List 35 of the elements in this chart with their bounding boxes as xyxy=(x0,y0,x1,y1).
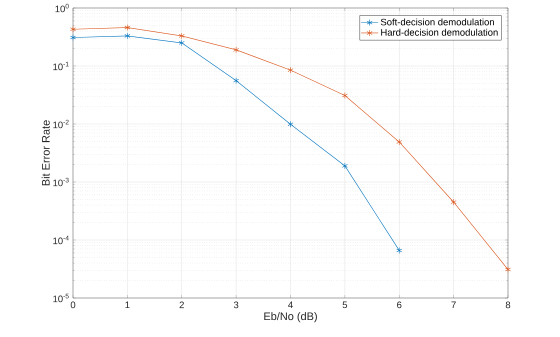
y-tick-label: 10$^{-4}$ xyxy=(53,236,69,244)
x-tick-label: 3 xyxy=(234,302,238,308)
y-tick-label: 10$^{-5}$ xyxy=(53,294,69,302)
point xyxy=(342,92,348,99)
legend-label: Hard-decision demodulation xyxy=(381,28,498,36)
point xyxy=(233,77,240,84)
point xyxy=(233,46,240,54)
point xyxy=(70,26,76,33)
x-tick-label: 0 xyxy=(70,302,76,308)
x-tick-label: 2 xyxy=(180,302,184,308)
point xyxy=(396,247,402,254)
point xyxy=(342,162,348,170)
x-tick-label: 1 xyxy=(125,302,130,308)
point xyxy=(178,32,185,40)
x-tick-label: 8 xyxy=(506,302,510,308)
y-tick-label: 10$^{0}$ xyxy=(55,4,69,12)
point xyxy=(288,66,294,74)
point xyxy=(288,120,294,128)
y-tick-label: 10$^{-3}$ xyxy=(53,178,69,186)
y-tick-label: 10$^{-2}$ xyxy=(53,120,69,128)
point xyxy=(450,198,457,206)
y-tick-label: 10$^{-1}$ xyxy=(53,62,69,70)
x-tick-label: 7 xyxy=(451,302,456,308)
x-tick-label: 5 xyxy=(342,302,348,308)
x-axis-title: Eb/No (dB) xyxy=(264,312,317,322)
legend-label: Soft-decision demodulation xyxy=(380,18,494,26)
x-tick-label: 4 xyxy=(288,302,293,308)
point xyxy=(505,266,511,273)
y-axis-title: Bit Error Rate xyxy=(42,120,50,186)
point xyxy=(396,138,402,146)
point xyxy=(70,34,76,41)
x-tick-label: 6 xyxy=(397,302,402,308)
point xyxy=(124,32,130,40)
point xyxy=(124,24,130,31)
point xyxy=(178,40,185,46)
